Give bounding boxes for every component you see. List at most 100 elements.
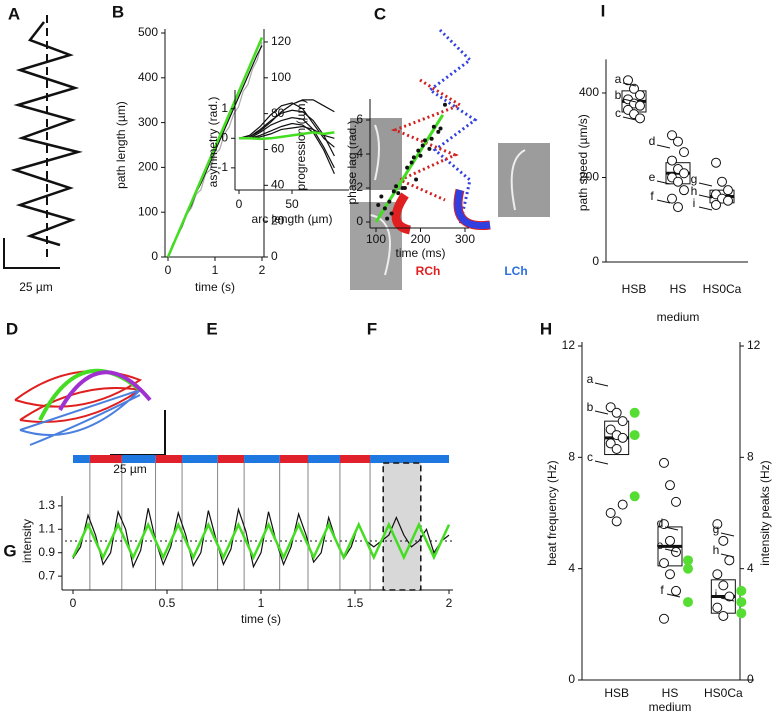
phase-bar xyxy=(279,455,308,463)
x-tick-label: 1.5 xyxy=(347,596,364,610)
annotation-arrow xyxy=(594,460,609,465)
y2-tick-label: 20 xyxy=(271,213,285,227)
y2-tick-label: 12 xyxy=(747,338,761,352)
annotation: g xyxy=(691,172,698,186)
panel-label: B xyxy=(112,2,124,21)
annotation: h xyxy=(691,184,698,198)
x-tick-label: 50 xyxy=(285,197,299,211)
x-axis-label: time (s) xyxy=(241,612,281,626)
point xyxy=(659,457,669,468)
annotation: g xyxy=(713,522,720,536)
point xyxy=(667,155,677,166)
point xyxy=(679,185,689,196)
y-tick-label: 300 xyxy=(138,115,158,129)
y2-tick-label: 80 xyxy=(271,106,285,120)
annotation: a xyxy=(587,372,594,386)
panel-label: E xyxy=(206,319,217,338)
point xyxy=(629,491,640,502)
point xyxy=(673,176,683,187)
panel-label: D xyxy=(6,319,18,338)
point xyxy=(665,480,675,491)
annotation: f xyxy=(650,189,654,203)
point xyxy=(712,602,723,613)
x-tick-label: 2 xyxy=(446,596,453,610)
annotation: c xyxy=(587,450,593,464)
point xyxy=(623,75,633,86)
point xyxy=(683,555,693,566)
y-tick-label: 1.1 xyxy=(38,521,55,535)
x-tick-label: 2 xyxy=(259,263,266,277)
phase-bar xyxy=(339,455,371,463)
point xyxy=(379,194,384,199)
annotation-arrow xyxy=(720,553,735,558)
point xyxy=(629,430,640,441)
point xyxy=(723,185,733,196)
point xyxy=(617,416,628,427)
phase-bar xyxy=(121,455,156,463)
point xyxy=(659,613,669,624)
x-tick-label: 0 xyxy=(236,197,243,211)
annotation: h xyxy=(713,543,720,557)
panel-label: G xyxy=(3,541,16,560)
point xyxy=(659,519,669,530)
y-tick-label: 0 xyxy=(151,249,158,263)
annotation: e xyxy=(649,170,656,184)
point xyxy=(723,195,733,206)
series-line xyxy=(238,99,335,139)
x-axis-label: time (ms) xyxy=(396,246,446,260)
point xyxy=(736,608,747,619)
phase-bar xyxy=(73,455,90,463)
y2-tick-label: 100 xyxy=(271,70,291,84)
annotation: f xyxy=(660,583,664,597)
series-line xyxy=(238,102,335,148)
x-tick-label: 0 xyxy=(70,596,77,610)
annotation-arrow xyxy=(622,82,637,87)
panel-a-trace xyxy=(3,15,83,269)
point xyxy=(402,186,407,190)
point xyxy=(411,155,416,160)
point xyxy=(394,184,399,189)
y2-tick-label: 4 xyxy=(747,561,754,575)
y-tick-label: 6 xyxy=(356,112,363,126)
point xyxy=(605,424,616,435)
point xyxy=(418,153,423,158)
y2-tick-label: 8 xyxy=(747,450,754,464)
y-tick-label: 4 xyxy=(356,146,363,160)
x-axis-label: medium xyxy=(657,310,700,324)
annotation-arrow xyxy=(656,199,671,204)
y2-axis-label: intensity peaks (Hz) xyxy=(758,460,772,565)
y-tick-label: 500 xyxy=(138,25,158,39)
point xyxy=(659,558,669,569)
point xyxy=(679,147,689,158)
phase-bar xyxy=(217,455,245,463)
annotation-arrow xyxy=(622,116,637,121)
y-axis-label: path length (µm) xyxy=(114,101,128,189)
x-tick-label: 300 xyxy=(455,232,475,246)
point xyxy=(683,597,693,608)
annotation-arrow xyxy=(666,593,681,598)
x-axis-label: arc length (µm) xyxy=(252,212,333,226)
point xyxy=(391,189,396,194)
point xyxy=(671,585,681,596)
panel-d-mesh xyxy=(14,368,166,456)
y-axis-label: intensity xyxy=(20,519,34,563)
point xyxy=(711,199,721,210)
annotation: i xyxy=(693,196,696,210)
category-label: HS0Ca xyxy=(704,686,743,700)
y2-tick-label: 0 xyxy=(747,672,754,686)
x-tick-label: 0 xyxy=(165,263,172,277)
series-line xyxy=(239,117,335,169)
annotation: c xyxy=(615,106,621,120)
y-tick-label: 100 xyxy=(138,204,158,218)
point xyxy=(605,402,616,413)
point xyxy=(420,143,425,148)
point xyxy=(718,580,729,591)
point xyxy=(712,569,723,580)
image-label: LCh xyxy=(504,264,527,278)
y-tick-label: 2 xyxy=(356,180,363,194)
y-tick-label: 200 xyxy=(579,170,599,184)
scale-label: 25 µm xyxy=(19,280,53,294)
y-tick-label: 400 xyxy=(579,85,599,99)
point xyxy=(611,516,622,527)
point xyxy=(385,216,390,221)
